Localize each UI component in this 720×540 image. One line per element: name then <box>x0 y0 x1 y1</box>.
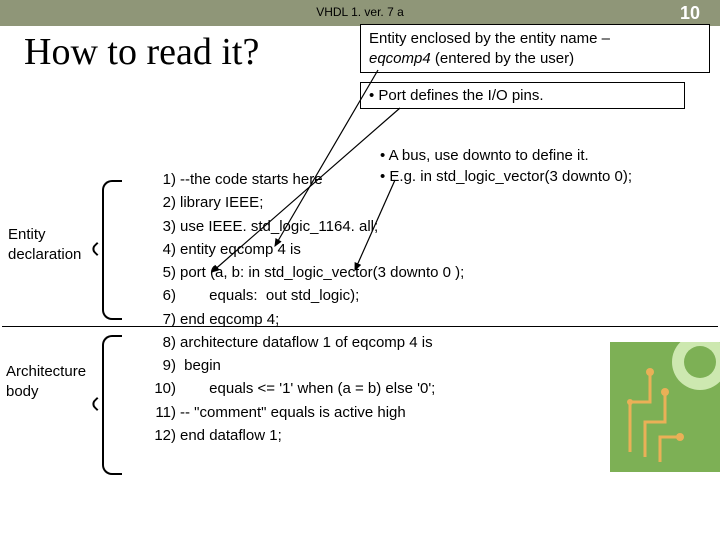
callout1-line2b: (entered by the user) <box>431 50 574 67</box>
code-line-6: 6) equals: out std_logic); <box>150 284 464 307</box>
code-num-4: 4) <box>150 238 176 261</box>
code-text-9: begin <box>180 357 221 374</box>
code-text-7: end eqcomp 4; <box>180 311 279 328</box>
code-num-5: 5) <box>150 261 176 284</box>
label-architecture: Architecture <box>6 363 86 380</box>
callout-entity: Entity enclosed by the entity name – eqc… <box>360 24 710 73</box>
callout3-line1: • A bus, use downto to define it. <box>380 145 715 166</box>
code-text-5: port (a, b: in std_logic_vector(3 downto… <box>180 264 464 281</box>
code-text-2: library IEEE; <box>180 194 263 211</box>
code-num-12: 12) <box>150 424 176 447</box>
code-num-9: 9) <box>150 354 176 377</box>
code-num-7: 7) <box>150 308 176 331</box>
label-entity-declaration: Entity declaration <box>8 225 81 264</box>
slide-number: 10 <box>680 3 700 24</box>
code-num-6: 6) <box>150 284 176 307</box>
code-text-4: entity eqcomp 4 is <box>180 241 301 258</box>
code-line-7: 7)end eqcomp 4; <box>150 308 464 331</box>
brace-arch <box>102 335 122 475</box>
code-line-1: 1)--the code starts here <box>150 168 464 191</box>
code-block: 1)--the code starts here 2)library IEEE;… <box>150 168 464 447</box>
callout-port: • Port defines the I/O pins. <box>360 82 685 109</box>
code-line-2: 2)library IEEE; <box>150 191 464 214</box>
label-entity: Entity <box>8 226 46 243</box>
callout1-line1: Entity enclosed by the entity name – <box>369 30 610 47</box>
code-line-12: 12)end dataflow 1; <box>150 424 464 447</box>
code-line-10: 10) equals <= '1' when (a = b) else '0'; <box>150 377 464 400</box>
brace-entity <box>102 180 122 320</box>
code-num-2: 2) <box>150 191 176 214</box>
slide-title: How to read it? <box>24 30 259 74</box>
callout1-line2a: eqcomp4 <box>369 50 431 67</box>
header-bar: VHDL 1. ver. 7 a 10 <box>0 0 720 26</box>
code-text-12: end dataflow 1; <box>180 427 282 444</box>
code-line-3: 3)use IEEE. std_logic_1164. all; <box>150 215 464 238</box>
circuit-decoration <box>610 342 720 472</box>
code-num-11: 11) <box>150 401 176 424</box>
code-line-4: 4)entity eqcomp 4 is <box>150 238 464 261</box>
header-center-text: VHDL 1. ver. 7 a <box>0 5 720 19</box>
label-declaration: declaration <box>8 246 81 263</box>
code-text-1: --the code starts here <box>180 171 323 188</box>
code-num-8: 8) <box>150 331 176 354</box>
code-num-1: 1) <box>150 168 176 191</box>
label-architecture-body: Architecture body <box>6 362 86 401</box>
code-text-8: architecture dataflow 1 of eqcomp 4 is <box>180 334 433 351</box>
code-line-9: 9) begin <box>150 354 464 377</box>
code-text-3: use IEEE. std_logic_1164. all; <box>180 218 378 235</box>
code-line-11: 11)-- "comment" equals is active high <box>150 401 464 424</box>
code-text-11: -- "comment" equals is active high <box>180 404 406 421</box>
code-num-10: 10) <box>150 377 176 400</box>
code-line-8: 8)architecture dataflow 1 of eqcomp 4 is <box>150 331 464 354</box>
code-num-3: 3) <box>150 215 176 238</box>
code-line-5: 5)port (a, b: in std_logic_vector(3 down… <box>150 261 464 284</box>
code-text-10: equals <= '1' when (a = b) else '0'; <box>180 380 435 397</box>
label-body: body <box>6 383 39 400</box>
code-text-6: equals: out std_logic); <box>180 287 359 304</box>
